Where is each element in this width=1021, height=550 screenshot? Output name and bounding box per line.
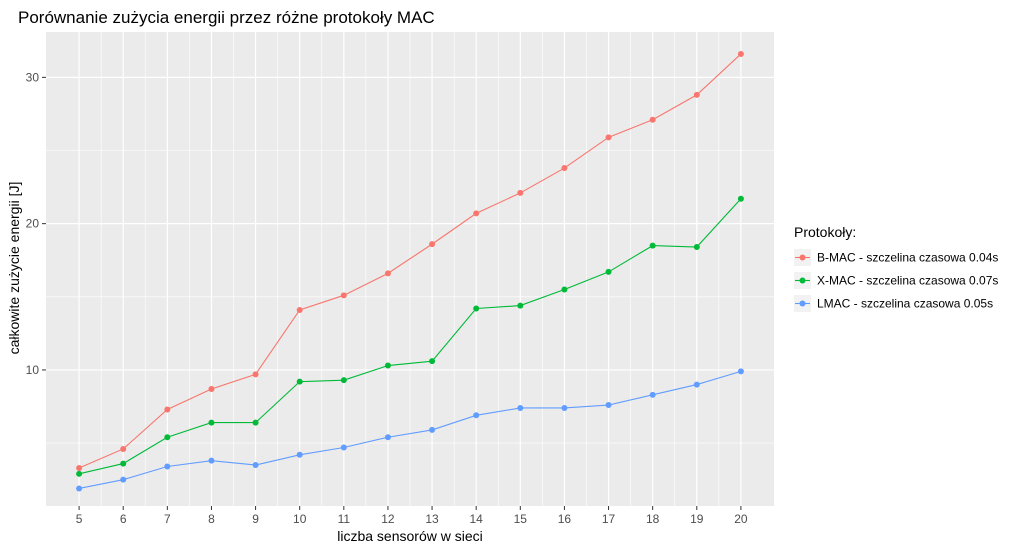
series-1-point bbox=[164, 406, 171, 413]
legend-key-point-2 bbox=[799, 277, 806, 284]
x-tick-label: 11 bbox=[338, 512, 351, 526]
legend-key-point-1 bbox=[799, 254, 806, 261]
series-3-point bbox=[473, 412, 480, 419]
x-tick-label: 17 bbox=[602, 512, 616, 526]
x-axis-title: liczba sensorów w sieci bbox=[337, 528, 483, 544]
series-3-point bbox=[693, 381, 700, 388]
series-layer bbox=[76, 50, 744, 492]
x-tick-label: 12 bbox=[381, 512, 395, 526]
series-2-point bbox=[296, 378, 303, 385]
series-3-point bbox=[737, 368, 744, 375]
series-1-point bbox=[120, 445, 127, 452]
series-1-point bbox=[76, 464, 83, 471]
x-tick-label: 16 bbox=[558, 512, 572, 526]
series-1-point bbox=[473, 210, 480, 217]
series-3-point bbox=[649, 391, 656, 398]
series-3-point bbox=[429, 426, 436, 433]
x-tick-label: 15 bbox=[514, 512, 528, 526]
series-1-point bbox=[517, 189, 524, 196]
chart-title: Porównanie zużycia energii przez różne p… bbox=[18, 8, 435, 27]
series-2-point bbox=[429, 358, 436, 365]
legend-key-point-3 bbox=[799, 300, 806, 307]
major-gridlines bbox=[46, 32, 774, 506]
series-3-point bbox=[296, 451, 303, 458]
series-1-point bbox=[296, 306, 303, 313]
y-axis-ticks: 10 20 30 bbox=[26, 70, 46, 377]
series-1-point bbox=[429, 241, 436, 248]
legend-label-3: LMAC - szczelina czasowa 0.05s bbox=[817, 297, 993, 311]
series-1-point bbox=[561, 165, 568, 172]
legend-label-2: X-MAC - szczelina czasowa 0.07s bbox=[817, 274, 998, 288]
series-3-point bbox=[120, 476, 127, 483]
x-tick-label: 10 bbox=[293, 512, 307, 526]
series-line-2 bbox=[78, 198, 742, 475]
x-tick-label: 9 bbox=[252, 512, 259, 526]
series-3-point bbox=[561, 404, 568, 411]
series-3-point bbox=[384, 434, 391, 441]
series-1-point bbox=[384, 270, 391, 277]
y-tick-label: 10 bbox=[26, 363, 40, 377]
series-1-point bbox=[737, 50, 744, 57]
legend-title: Protokoły: bbox=[794, 224, 856, 240]
series-3-point bbox=[76, 485, 83, 492]
series-1-point bbox=[605, 134, 612, 141]
series-2-point bbox=[252, 419, 259, 426]
series-2-point bbox=[384, 362, 391, 369]
series-2-point bbox=[473, 305, 480, 312]
x-tick-label: 13 bbox=[425, 512, 439, 526]
series-2-point bbox=[605, 268, 612, 275]
series-line-1 bbox=[78, 53, 742, 469]
legend-label-1: B-MAC - szczelina czasowa 0.04s bbox=[817, 251, 998, 265]
y-axis-title: całkowite zużycie energii [J] bbox=[6, 182, 22, 355]
x-tick-label: 6 bbox=[120, 512, 127, 526]
series-3-point bbox=[252, 462, 259, 469]
series-2-point bbox=[76, 470, 83, 477]
series-2-point bbox=[649, 242, 656, 249]
legend-items: B-MAC - szczelina czasowa 0.04s X-MAC - s… bbox=[794, 249, 998, 312]
series-2-point bbox=[164, 434, 171, 441]
series-1-point bbox=[693, 91, 700, 98]
series-line-3 bbox=[78, 370, 742, 489]
x-tick-label: 19 bbox=[690, 512, 704, 526]
x-tick-label: 7 bbox=[164, 512, 171, 526]
series-1-point bbox=[208, 385, 215, 392]
series-2-point bbox=[737, 195, 744, 202]
series-2-point bbox=[120, 460, 127, 467]
series-3-point bbox=[340, 444, 347, 451]
x-tick-label: 14 bbox=[470, 512, 484, 526]
series-2-point bbox=[561, 286, 568, 293]
series-1-point bbox=[340, 292, 347, 299]
series-2-point bbox=[693, 244, 700, 251]
y-tick-label: 30 bbox=[26, 70, 40, 84]
x-tick-label: 8 bbox=[208, 512, 215, 526]
series-2-point bbox=[517, 302, 524, 309]
series-3-point bbox=[164, 463, 171, 470]
x-tick-label: 5 bbox=[76, 512, 83, 526]
series-1-point bbox=[649, 116, 656, 123]
y-tick-label: 20 bbox=[26, 217, 40, 231]
series-2-point bbox=[208, 419, 215, 426]
x-tick-label: 20 bbox=[734, 512, 748, 526]
legend: Protokoły: B-MAC - szczelina czasowa 0.0… bbox=[794, 224, 998, 312]
series-1-point bbox=[252, 371, 259, 378]
series-3-point bbox=[605, 402, 612, 409]
series-3-point bbox=[517, 404, 524, 411]
series-3-point bbox=[208, 457, 215, 464]
x-tick-label: 18 bbox=[646, 512, 660, 526]
series-2-point bbox=[340, 377, 347, 384]
x-axis-ticks: 5 6 7 8 9 10 11 12 13 14 15 16 17 18 19 20 bbox=[76, 506, 748, 526]
